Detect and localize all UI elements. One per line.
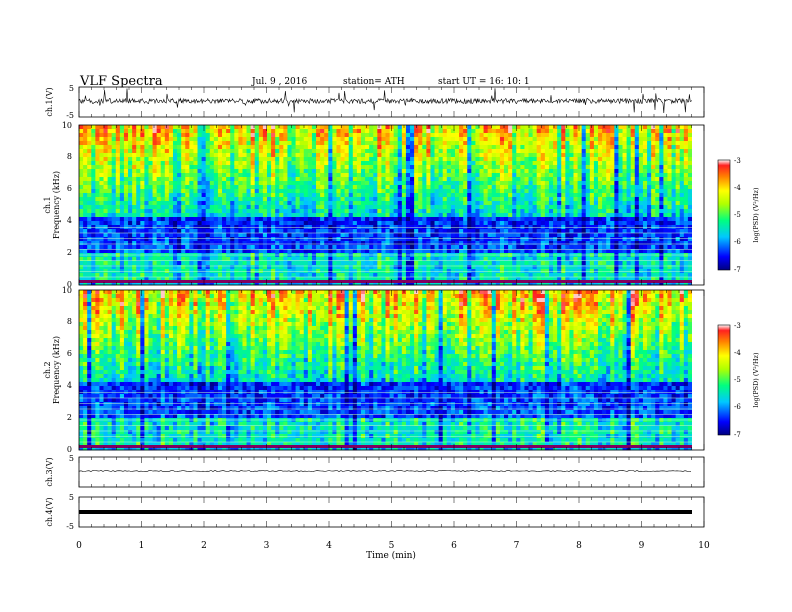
ch1-spec-ytick-2: 2 <box>67 248 72 257</box>
xtick-0: 0 <box>76 541 82 551</box>
ch1-spec-yticks: 0 2 4 6 8 10 <box>62 121 72 289</box>
ch1-cb-tick-m7: -7 <box>734 266 741 274</box>
ch1-spectrogram-panel: 0 2 4 6 8 10 ch.1 Frequency (kHz) <box>43 121 705 289</box>
ch1-spec-ytick-10: 10 <box>62 121 72 130</box>
xtick-9: 9 <box>639 541 645 551</box>
ch2-cb-tick-m3: -3 <box>734 322 741 330</box>
xtick-5: 5 <box>389 541 395 551</box>
ch2-spectrogram-image <box>79 290 704 451</box>
ch2-spec-ytick-6: 6 <box>67 349 72 358</box>
ch1-cb-tick-m6: -6 <box>734 238 741 246</box>
xtick-2: 2 <box>201 541 207 551</box>
ch4-ytick-top: 5 <box>69 493 74 502</box>
ch1-spec-ytick-8: 8 <box>67 152 72 161</box>
date-label: Jul. 9 , 2016 <box>251 77 307 87</box>
ch4-waveform-panel: 5 -5 ch.4(V) <box>45 493 705 531</box>
xtick-1: 1 <box>139 541 145 551</box>
ch2-spec-ylabel-line1: ch.2 <box>43 361 52 378</box>
ch2-colorbar-label: log(PSD) (V²/Hz) <box>752 352 760 407</box>
ch1-spec-ytick-4: 4 <box>67 216 72 225</box>
x-axis: 0 1 2 3 4 5 6 7 8 9 10 Time (min) <box>76 541 710 561</box>
ch3-trace <box>78 470 692 472</box>
figure-title: VLF Spectra <box>79 74 163 89</box>
start-time-label: start UT = 16: 10: 1 <box>438 77 530 87</box>
ch1-waveform-panel: 5 -5 ch.1(V) <box>45 84 705 120</box>
ch2-cb-tick-m5: -5 <box>734 376 741 384</box>
ch1-spec-ylabel-line1: ch.1 <box>43 196 52 213</box>
xtick-4: 4 <box>326 541 332 551</box>
ch2-spec-ytick-8: 8 <box>67 317 72 326</box>
frame-tick-marks <box>78 87 705 527</box>
ch1-spec-ylabel-line2: Frequency (kHz) <box>52 171 61 239</box>
ch1-colorbar: -3 -4 -5 -6 -7 log(PSD) (V²/Hz) <box>717 157 760 274</box>
ch1-ylabel: ch.1(V) <box>45 87 54 116</box>
ch1-cb-tick-m4: -4 <box>734 184 741 192</box>
ch1-trace <box>78 88 692 114</box>
ch1-ytick-bottom: -5 <box>66 111 74 120</box>
ch1-ytick-top: 5 <box>69 84 74 93</box>
ch2-cb-tick-m7: -7 <box>734 431 741 439</box>
ch2-spec-ytick-10: 10 <box>62 286 72 295</box>
ch1-spectrogram-image <box>79 125 704 286</box>
ch2-cb-tick-m4: -4 <box>734 349 741 357</box>
ch4-ytick-bottom: -5 <box>66 522 74 531</box>
ch2-spec-ytick-2: 2 <box>67 413 72 422</box>
ch1-colorbar-label: log(PSD) (V²/Hz) <box>752 187 760 242</box>
xtick-3: 3 <box>264 541 270 551</box>
ch2-cb-tick-m6: -6 <box>734 403 741 411</box>
xtick-6: 6 <box>451 541 457 551</box>
ch1-colorbar-scale <box>717 159 731 271</box>
ch2-spec-ytick-0: 0 <box>67 445 72 454</box>
ch2-spec-ylabel-line2: Frequency (kHz) <box>52 336 61 404</box>
xtick-8: 8 <box>576 541 582 551</box>
ch1-cb-tick-m5: -5 <box>734 211 741 219</box>
ch2-spec-ytick-4: 4 <box>67 381 72 390</box>
xtick-10: 10 <box>698 541 710 551</box>
ch2-colorbar-scale <box>717 324 731 436</box>
ch3-ylabel: ch.3(V) <box>45 457 54 486</box>
ch2-spectrogram-panel: 0 2 4 6 8 10 ch.2 Frequency (kHz) <box>43 286 705 454</box>
xtick-7: 7 <box>514 541 520 551</box>
ch4-ylabel: ch.4(V) <box>45 497 54 526</box>
station-label: station= ATH <box>343 77 405 87</box>
ch1-cb-tick-m3: -3 <box>734 157 741 165</box>
x-axis-label: Time (min) <box>366 550 416 561</box>
ch2-spec-yticks: 0 2 4 6 8 10 <box>62 286 72 454</box>
ch1-spec-ytick-0: 0 <box>67 280 72 289</box>
ch3-waveform-panel: 5 ch.3(V) <box>45 454 705 488</box>
ch1-spec-ytick-6: 6 <box>67 184 72 193</box>
ch3-ytick-top: 5 <box>69 454 74 463</box>
ch2-colorbar: -3 -4 -5 -6 -7 log(PSD) (V²/Hz) <box>717 322 760 439</box>
